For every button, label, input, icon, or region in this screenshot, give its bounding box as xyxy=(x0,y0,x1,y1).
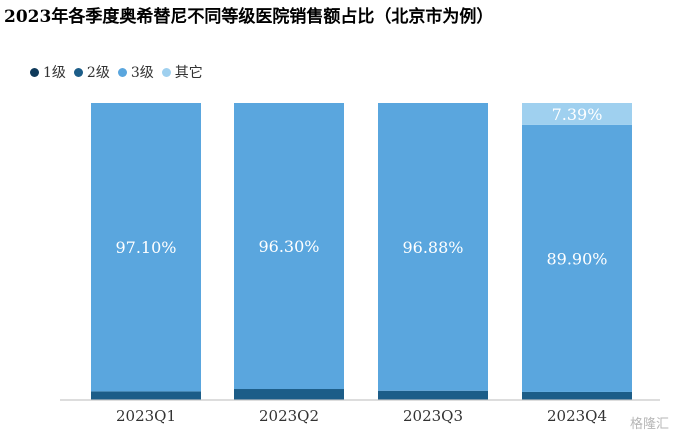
legend: 1级 2级 3级 其它 xyxy=(30,62,203,82)
bar-2023Q3-series-1 xyxy=(378,390,488,400)
legend-item-2: 2级 xyxy=(73,62,110,82)
legend-swatch-2 xyxy=(73,67,83,77)
watermark-logo: 格隆汇 xyxy=(629,417,669,432)
x-tick-label-2023Q3: 2023Q3 xyxy=(403,407,463,425)
legend-swatch-3 xyxy=(117,67,127,77)
data-label-2023Q4-2: 89.90% xyxy=(546,249,607,268)
legend-item-3: 3级 xyxy=(117,62,154,82)
legend-item-1: 1级 xyxy=(30,62,66,82)
bar-2023Q4-series-1 xyxy=(522,391,632,400)
x-tick-label-2023Q4: 2023Q4 xyxy=(547,407,607,425)
bar-2023Q1-series-2 xyxy=(91,103,201,392)
bar-2023Q4-series-3 xyxy=(522,103,632,125)
legend-swatch-1 xyxy=(30,67,39,77)
bar-2023Q2-series-1 xyxy=(234,389,344,400)
legend-label-3: 3级 xyxy=(130,65,154,81)
legend-label-other: 其它 xyxy=(174,65,203,81)
chart-title: 2023年各季度奥希替尼不同等级医院销售额占比（北京市为例） xyxy=(4,7,494,27)
data-label-2023Q4-3: 7.39% xyxy=(552,105,603,124)
bar-2023Q1-series-1 xyxy=(91,391,201,400)
bar-2023Q3-series-2 xyxy=(378,103,488,391)
x-tick-label-2023Q2: 2023Q2 xyxy=(259,407,319,425)
data-label-2023Q2-2: 96.30% xyxy=(258,237,319,256)
bar-2023Q4-series-2 xyxy=(522,124,632,392)
x-tick-label-2023Q1: 2023Q1 xyxy=(116,407,176,425)
legend-label-1: 1级 xyxy=(43,65,66,81)
legend-swatch-other xyxy=(161,67,171,77)
legend-item-other: 其它 xyxy=(161,62,203,82)
bar-2023Q2-series-2 xyxy=(234,103,344,390)
data-label-2023Q3-2: 96.88% xyxy=(402,238,463,257)
legend-label-2: 2级 xyxy=(86,65,110,81)
data-label-2023Q1-2: 97.10% xyxy=(115,238,176,257)
